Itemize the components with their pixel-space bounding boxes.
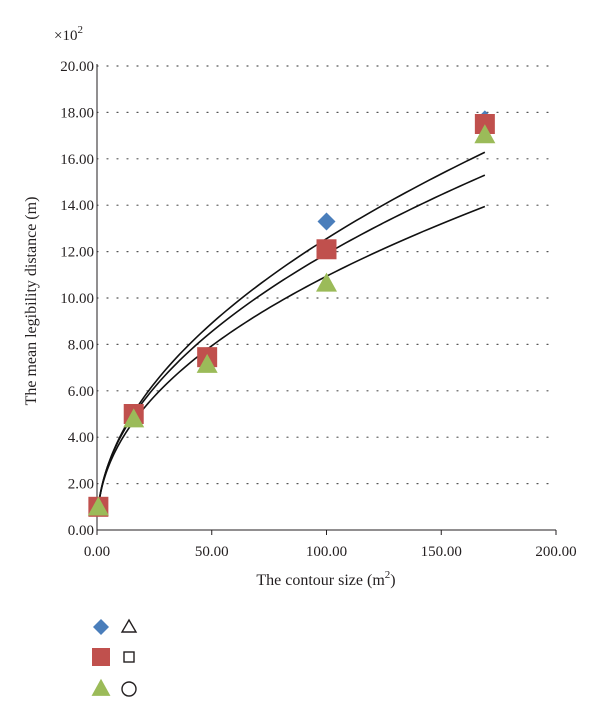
fit-curve-3 [97, 205, 486, 507]
point-triangle-1 [87, 496, 109, 516]
x-tick-label: 0.00 [84, 544, 110, 560]
axes [96, 64, 557, 535]
y-tick-label: 0.00 [68, 523, 94, 539]
y-tick-label: 8.00 [68, 337, 94, 353]
fit-curve-2 [97, 174, 486, 507]
y-tick-label: 16.00 [60, 152, 94, 168]
legend-square-symbol [123, 651, 135, 663]
legend-marker-triangle [91, 678, 111, 696]
x-tick-labels: 0.00 50.00 100.00 150.00 200.00 [84, 544, 577, 560]
legend-marker-diamond [93, 619, 109, 635]
y-tick-label: 14.00 [60, 198, 94, 214]
x-tick-label: 200.00 [535, 544, 576, 560]
y-tick-label: 18.00 [60, 105, 94, 121]
point-square-4 [316, 239, 337, 260]
legend [91, 618, 138, 697]
x-tick-label: 100.00 [306, 544, 347, 560]
y-tick-label: 4.00 [68, 430, 94, 446]
y-axis-title: The mean legibility distance (m) [23, 197, 40, 406]
point-diamond-4 [317, 212, 336, 231]
point-triangle-4 [316, 272, 337, 292]
legend-triangle-symbol [120, 618, 138, 633]
legend-circle-symbol [121, 681, 137, 697]
legend-marker-square [92, 648, 110, 666]
data-points [87, 110, 496, 517]
y-tick-labels: 0.00 2.00 4.00 6.00 8.00 10.00 12.00 14.00 16.00… [60, 59, 94, 539]
fit-curves [97, 151, 486, 507]
point-triangle-3 [196, 353, 218, 373]
point-square-5 [474, 114, 495, 134]
y-tick-label: 6.00 [68, 384, 94, 400]
y-tick-label: 2.00 [68, 477, 94, 493]
x-tick-label: 50.00 [195, 544, 229, 560]
point-triangle-2 [123, 408, 145, 428]
y-tick-label: 20.00 [60, 59, 94, 75]
x-axis-title: The contour size (m2) [256, 569, 395, 589]
x-tick-label: 150.00 [421, 544, 462, 560]
y-tick-label: 10.00 [60, 291, 94, 307]
y-tick-label: 12.00 [60, 245, 94, 261]
axis-multiplier: ×102 [54, 24, 83, 44]
point-triangle-5 [474, 124, 496, 144]
